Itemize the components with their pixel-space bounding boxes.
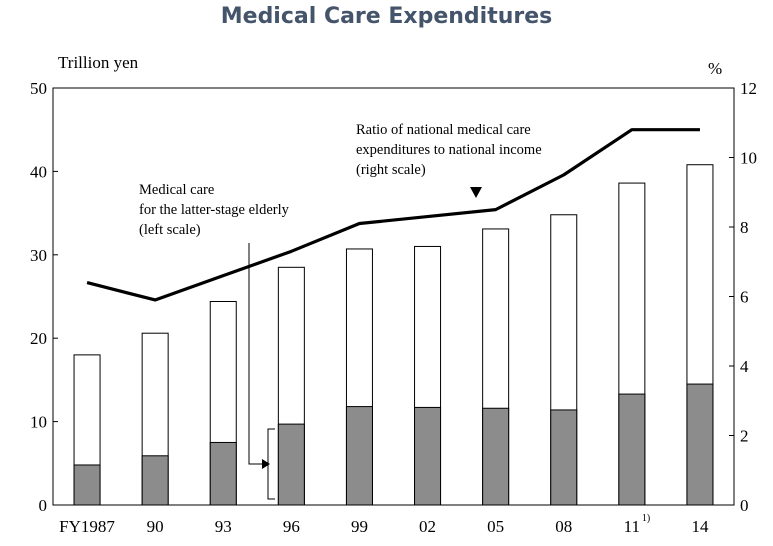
x-tick-label: 11 — [624, 517, 640, 536]
elderly-annotation-line-1: Medical care — [139, 182, 214, 198]
bar-elderly-14 — [686, 383, 714, 506]
x-tick-label: FY1987 — [59, 517, 115, 536]
right-axis: 0 2 4 6 8 10 12 — [729, 79, 757, 515]
ratio-annotation-line-1: Ratio of national medical care — [356, 122, 531, 138]
ratio-annotation-line-3: (right scale) — [356, 162, 426, 178]
ratio-line — [86, 128, 700, 302]
ratio-annotation-line-2: expenditures to national income — [356, 142, 542, 158]
elderly-leader-line — [248, 243, 262, 465]
bar-elderly-02 — [414, 406, 442, 506]
left-tick-label: 30 — [30, 246, 47, 265]
bar-elderly-93 — [209, 441, 237, 506]
elderly-leader-arrow — [262, 459, 270, 469]
left-tick-label: 20 — [30, 329, 47, 348]
right-tick-label: 4 — [740, 357, 749, 376]
x-tick-label: 14 — [691, 517, 709, 536]
ratio-annotation-arrow — [470, 187, 482, 198]
elderly-annotation-line-3: (left scale) — [139, 222, 201, 238]
right-tick-label: 12 — [740, 79, 757, 98]
x-tick-label: 05 — [487, 517, 504, 536]
x-tick-footnote-mark: 1) — [642, 513, 650, 524]
left-axis: 0 10 20 30 40 50 — [30, 79, 58, 515]
x-tick-label: 93 — [215, 517, 232, 536]
x-tick-label: 08 — [555, 517, 572, 536]
bars-group — [73, 164, 714, 506]
x-axis: FY1987 90 93 96 99 02 05 08 11 14 1) — [59, 513, 709, 536]
right-tick-label: 10 — [740, 149, 757, 168]
left-tick-label: 50 — [30, 79, 47, 98]
x-tick-label: 90 — [147, 517, 164, 536]
left-tick-label: 0 — [39, 496, 48, 515]
right-tick-label: 2 — [740, 427, 749, 446]
bar-elderly-11 — [618, 393, 646, 506]
x-tick-label: 99 — [351, 517, 368, 536]
right-tick-label: 0 — [740, 496, 749, 515]
x-tick-label: 02 — [419, 517, 436, 536]
bar-elderly-96 — [277, 423, 305, 506]
elderly-bracket — [267, 428, 275, 500]
ratio-line-group — [86, 128, 700, 302]
right-tick-label: 6 — [740, 288, 749, 307]
bar-elderly-FY1987 — [73, 464, 101, 506]
x-tick-label: 96 — [283, 517, 300, 536]
bar-elderly-05 — [482, 407, 510, 506]
elderly-annotation: Medical care for the latter-stage elderl… — [139, 182, 290, 500]
ratio-annotation: Ratio of national medical care expenditu… — [356, 122, 542, 198]
left-tick-label: 40 — [30, 162, 47, 181]
chart-title: Medical Care Expenditures — [220, 4, 553, 29]
elderly-annotation-line-2: for the latter-stage elderly — [139, 202, 290, 218]
left-axis-unit: Trillion yen — [58, 53, 139, 72]
bar-elderly-99 — [345, 406, 373, 506]
left-tick-label: 10 — [30, 413, 47, 432]
bar-elderly-08 — [550, 409, 578, 506]
right-tick-label: 8 — [740, 218, 749, 237]
right-axis-unit: % — [708, 59, 722, 78]
bar-elderly-90 — [141, 455, 169, 506]
